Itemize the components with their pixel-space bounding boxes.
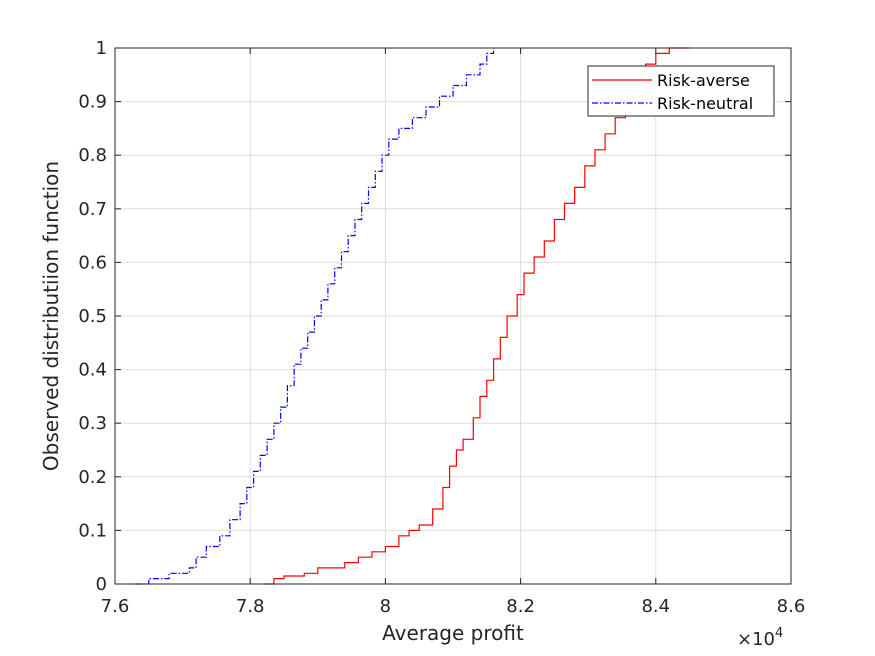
series-line-risk-neutral (135, 48, 495, 585)
y-tick-label: 0.2 (78, 467, 107, 488)
axis-ticks: 7.6 7.8 8 8.2 8.4 8.6 0 0.1 0.2 0.3 0.4 0.5 0.6 0.7 0.… (78, 38, 805, 617)
legend-box (587, 65, 775, 117)
x-exponent-label: ×104 (737, 626, 783, 650)
y-tick-label: 0.5 (78, 306, 107, 327)
x-tick-label: 7.8 (236, 596, 265, 617)
x-axis-label: Average profit (382, 621, 524, 645)
series-line-risk-averse (263, 47, 690, 585)
y-tick-label: 1 (96, 38, 107, 59)
y-tick-label: 0 (96, 574, 107, 595)
x-exponent-base: ×10 (737, 629, 775, 650)
y-tick-label: 0.4 (78, 360, 107, 381)
legend-label-risk-averse: Risk-averse (657, 71, 750, 90)
y-tick-label: 0.6 (78, 252, 107, 273)
legend: Risk-averse Risk-neutral (587, 65, 775, 117)
x-tick-label: 8 (380, 596, 391, 617)
y-tick-label: 0.7 (78, 199, 107, 220)
x-tick-label: 8.6 (777, 596, 806, 617)
legend-label-risk-neutral: Risk-neutral (657, 94, 753, 113)
x-exponent-power: 4 (775, 626, 783, 641)
x-tick-label: 8.2 (506, 596, 535, 617)
y-tick-label: 0.3 (78, 413, 107, 434)
y-tick-label: 0.9 (78, 92, 107, 113)
y-tick-label: 0.1 (78, 520, 107, 541)
series-layer (135, 47, 690, 585)
y-tick-label: 0.8 (78, 145, 107, 166)
x-tick-label: 7.6 (101, 596, 130, 617)
x-tick-label: 8.4 (641, 596, 670, 617)
y-axis-label: Observed distributiion function (39, 161, 63, 471)
